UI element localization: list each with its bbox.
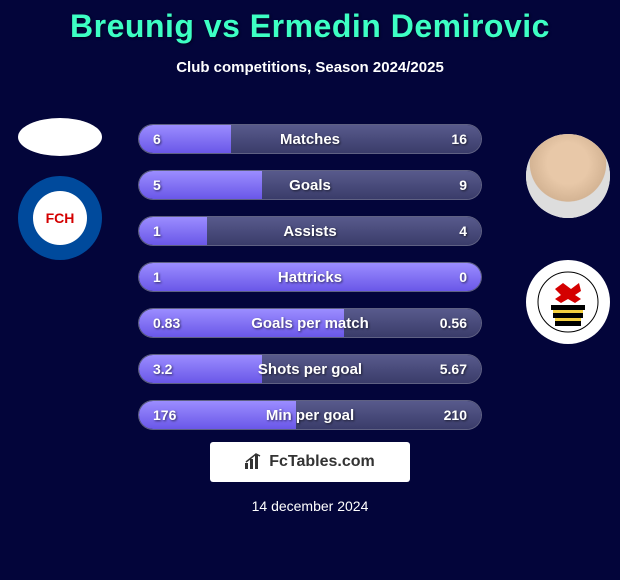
stat-label: Goals: [139, 171, 481, 199]
stat-row: 1 Hattricks 0: [138, 262, 482, 292]
stat-value-right: 0: [459, 263, 467, 291]
club-left-logo: FCH: [18, 176, 102, 260]
footer-brand: FcTables.com: [210, 442, 410, 482]
stat-value-right: 9: [459, 171, 467, 199]
stat-value-right: 0.56: [440, 309, 467, 337]
chart-icon: [245, 453, 263, 472]
player-face-icon: [526, 134, 610, 218]
club-right-logo: [526, 260, 610, 344]
date-text: 14 december 2024: [0, 498, 620, 514]
stat-label: Hattricks: [139, 263, 481, 291]
stat-row: 6 Matches 16: [138, 124, 482, 154]
stat-label: Goals per match: [139, 309, 481, 337]
stat-label: Matches: [139, 125, 481, 153]
stat-value-right: 4: [459, 217, 467, 245]
stat-label: Shots per goal: [139, 355, 481, 383]
footer-brand-text: FcTables.com: [269, 453, 375, 471]
player-left-photo: [18, 118, 102, 156]
stat-row: 5 Goals 9: [138, 170, 482, 200]
stat-label: Min per goal: [139, 401, 481, 429]
stat-value-right: 210: [444, 401, 467, 429]
page-title: Breunig vs Ermedin Demirovic: [0, 0, 620, 45]
stat-value-right: 16: [451, 125, 467, 153]
stat-row: 0.83 Goals per match 0.56: [138, 308, 482, 338]
stat-row: 176 Min per goal 210: [138, 400, 482, 430]
subtitle: Club competitions, Season 2024/2025: [0, 59, 620, 76]
club-left-abbrev: FCH: [33, 191, 87, 245]
stat-label: Assists: [139, 217, 481, 245]
player-right-photo: [526, 134, 610, 218]
vfb-crest-icon: [535, 269, 601, 335]
stat-value-right: 5.67: [440, 355, 467, 383]
stats-container: 6 Matches 16 5 Goals 9 1 Assists 4 1 Hat…: [138, 124, 482, 446]
stat-row: 1 Assists 4: [138, 216, 482, 246]
stat-row: 3.2 Shots per goal 5.67: [138, 354, 482, 384]
